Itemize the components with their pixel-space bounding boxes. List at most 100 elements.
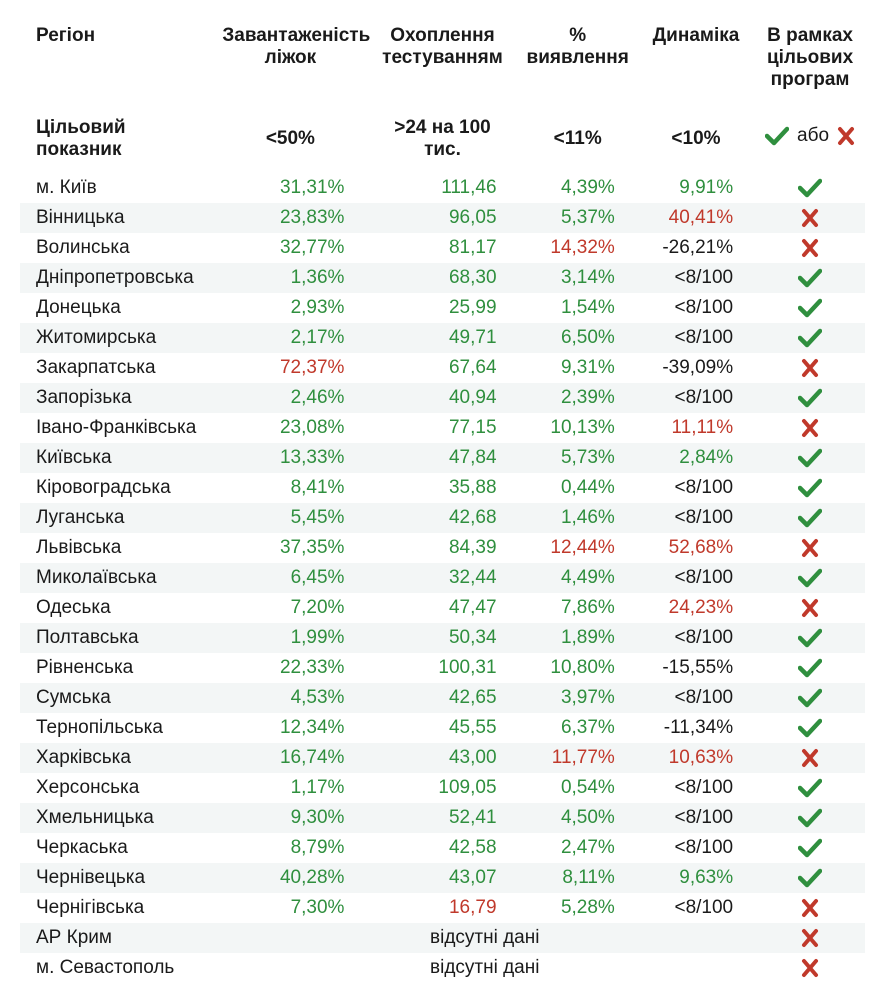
beds-cell: 31,31% bbox=[214, 173, 366, 203]
header-status: В рамках цільових програм bbox=[755, 20, 865, 107]
x-icon bbox=[801, 898, 819, 918]
table-row: Дніпропетровська1,36%68,303,14%<8/100 bbox=[20, 263, 865, 293]
check-icon bbox=[798, 658, 822, 678]
testing-cell: 52,41 bbox=[366, 803, 518, 833]
beds-cell: 32,77% bbox=[214, 233, 366, 263]
abo-label: або bbox=[797, 125, 829, 147]
table-row: Запорізька2,46%40,942,39%<8/100 bbox=[20, 383, 865, 413]
detection-cell: 1,46% bbox=[519, 503, 637, 533]
status-cell bbox=[755, 683, 865, 713]
testing-cell: 42,68 bbox=[366, 503, 518, 533]
target-dynamics: <10% bbox=[637, 107, 755, 173]
check-icon bbox=[798, 868, 822, 888]
testing-cell: 42,58 bbox=[366, 833, 518, 863]
check-icon bbox=[798, 478, 822, 498]
testing-cell: 47,84 bbox=[366, 443, 518, 473]
dynamics-cell: <8/100 bbox=[637, 893, 755, 923]
beds-cell: 72,37% bbox=[214, 353, 366, 383]
check-icon bbox=[798, 808, 822, 828]
status-cell bbox=[755, 743, 865, 773]
beds-cell: 23,08% bbox=[214, 413, 366, 443]
x-icon bbox=[801, 748, 819, 768]
status-cell bbox=[755, 413, 865, 443]
region-cell: Закарпатська bbox=[20, 353, 214, 383]
check-icon bbox=[798, 328, 822, 348]
status-cell bbox=[755, 173, 865, 203]
beds-cell: 23,83% bbox=[214, 203, 366, 233]
status-cell bbox=[755, 353, 865, 383]
testing-cell: 109,05 bbox=[366, 773, 518, 803]
testing-cell: 32,44 bbox=[366, 563, 518, 593]
dynamics-cell: <8/100 bbox=[637, 803, 755, 833]
beds-cell: 8,79% bbox=[214, 833, 366, 863]
header-dynamics: Динаміка bbox=[637, 20, 755, 107]
status-cell bbox=[755, 263, 865, 293]
table-row: Вінницька23,83%96,055,37%40,41% bbox=[20, 203, 865, 233]
region-cell: Кіровоградська bbox=[20, 473, 214, 503]
header-testing: Охоплення тестуванням bbox=[366, 20, 518, 107]
table-row: Чернівецька40,28%43,078,11%9,63% bbox=[20, 863, 865, 893]
beds-cell: 2,93% bbox=[214, 293, 366, 323]
detection-cell: 10,80% bbox=[519, 653, 637, 683]
detection-cell: 0,44% bbox=[519, 473, 637, 503]
beds-cell: 1,17% bbox=[214, 773, 366, 803]
table-body: Цільовий показник <50% >24 на 100 тис. <… bbox=[20, 107, 865, 983]
region-cell: Хмельницька bbox=[20, 803, 214, 833]
covid-indicators-table: Регіон Завантаженість ліжок Охоплення те… bbox=[20, 20, 865, 983]
detection-cell: 4,50% bbox=[519, 803, 637, 833]
dynamics-cell: 10,63% bbox=[637, 743, 755, 773]
region-cell: Чернігівська bbox=[20, 893, 214, 923]
region-cell: Рівненська bbox=[20, 653, 214, 683]
detection-cell: 10,13% bbox=[519, 413, 637, 443]
table-row: Закарпатська72,37%67,649,31%-39,09% bbox=[20, 353, 865, 383]
testing-cell: 25,99 bbox=[366, 293, 518, 323]
table-row: Харківська16,74%43,0011,77%10,63% bbox=[20, 743, 865, 773]
check-icon bbox=[798, 388, 822, 408]
beds-cell: 1,99% bbox=[214, 623, 366, 653]
testing-cell: 49,71 bbox=[366, 323, 518, 353]
detection-cell: 4,39% bbox=[519, 173, 637, 203]
x-icon bbox=[801, 958, 819, 978]
x-icon bbox=[801, 358, 819, 378]
beds-cell: 16,74% bbox=[214, 743, 366, 773]
target-testing: >24 на 100 тис. bbox=[366, 107, 518, 173]
x-icon bbox=[801, 418, 819, 438]
status-cell bbox=[755, 923, 865, 953]
dynamics-cell: -11,34% bbox=[637, 713, 755, 743]
testing-cell: 35,88 bbox=[366, 473, 518, 503]
status-cell bbox=[755, 953, 865, 983]
dynamics-cell: 2,84% bbox=[637, 443, 755, 473]
testing-cell: 42,65 bbox=[366, 683, 518, 713]
region-cell: Чернівецька bbox=[20, 863, 214, 893]
dynamics-cell: -39,09% bbox=[637, 353, 755, 383]
status-cell bbox=[755, 893, 865, 923]
table-row: Рівненська22,33%100,3110,80%-15,55% bbox=[20, 653, 865, 683]
region-cell: Івано-Франківська bbox=[20, 413, 214, 443]
x-icon bbox=[801, 238, 819, 258]
table-row: Херсонська1,17%109,050,54%<8/100 bbox=[20, 773, 865, 803]
no-data-cell: відсутні дані bbox=[214, 953, 755, 983]
status-cell bbox=[755, 563, 865, 593]
table-row: м. Севастопольвідсутні дані bbox=[20, 953, 865, 983]
dynamics-cell: 9,63% bbox=[637, 863, 755, 893]
status-cell bbox=[755, 653, 865, 683]
beds-cell: 40,28% bbox=[214, 863, 366, 893]
target-detection: <11% bbox=[519, 107, 637, 173]
status-cell bbox=[755, 443, 865, 473]
check-icon bbox=[798, 268, 822, 288]
region-cell: Тернопільська bbox=[20, 713, 214, 743]
dynamics-cell: <8/100 bbox=[637, 293, 755, 323]
region-cell: Житомирська bbox=[20, 323, 214, 353]
check-icon bbox=[798, 508, 822, 528]
region-cell: Полтавська bbox=[20, 623, 214, 653]
detection-cell: 8,11% bbox=[519, 863, 637, 893]
table-row: Донецька2,93%25,991,54%<8/100 bbox=[20, 293, 865, 323]
detection-cell: 5,28% bbox=[519, 893, 637, 923]
beds-cell: 9,30% bbox=[214, 803, 366, 833]
testing-cell: 84,39 bbox=[366, 533, 518, 563]
status-cell bbox=[755, 233, 865, 263]
status-cell bbox=[755, 533, 865, 563]
table-row: Миколаївська6,45%32,444,49%<8/100 bbox=[20, 563, 865, 593]
table-row: Одеська7,20%47,477,86%24,23% bbox=[20, 593, 865, 623]
dynamics-cell: <8/100 bbox=[637, 323, 755, 353]
